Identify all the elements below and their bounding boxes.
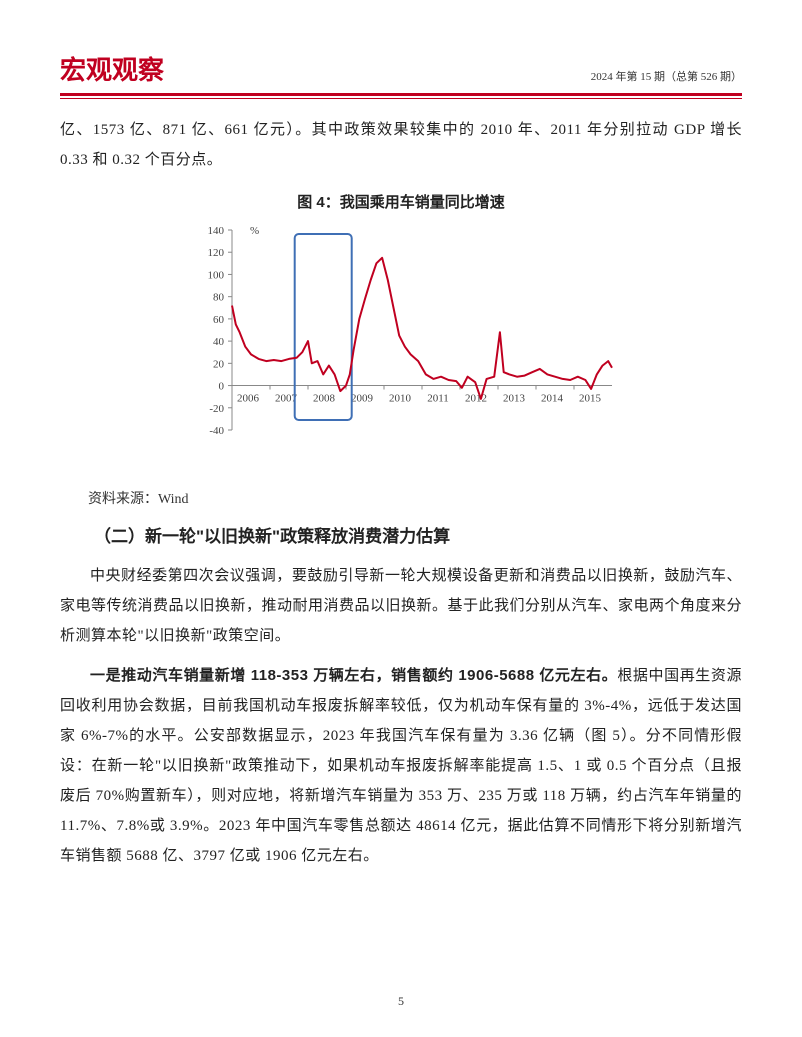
section-heading: （二）新一轮"以旧换新"政策释放消费潜力估算 bbox=[60, 522, 742, 547]
paragraph-3-bold: 一是推动汽车销量新增 118-353 万辆左右，销售额约 1906-5688 亿… bbox=[90, 667, 617, 684]
svg-text:80: 80 bbox=[213, 292, 225, 304]
svg-text:2010: 2010 bbox=[389, 393, 412, 405]
doc-header: 宏观观察 2024 年第 15 期（总第 526 期） bbox=[60, 50, 742, 99]
paragraph-2: 中央财经委第四次会议强调，要鼓励引导新一轮大规模设备更新和消费品以旧换新，鼓励汽… bbox=[60, 561, 742, 651]
svg-text:-20: -20 bbox=[209, 403, 224, 415]
svg-text:40: 40 bbox=[213, 336, 225, 348]
header-issue: 2024 年第 15 期（总第 526 期） bbox=[591, 68, 742, 84]
svg-text:60: 60 bbox=[213, 314, 225, 326]
svg-text:-40: -40 bbox=[209, 425, 224, 437]
svg-text:2015: 2015 bbox=[579, 393, 602, 405]
svg-text:2014: 2014 bbox=[541, 393, 564, 405]
svg-text:2009: 2009 bbox=[351, 393, 374, 405]
svg-text:140: 140 bbox=[208, 225, 225, 237]
svg-text:2012: 2012 bbox=[465, 393, 487, 405]
header-rule-thick bbox=[60, 93, 742, 96]
svg-text:100: 100 bbox=[208, 269, 225, 281]
svg-text:0: 0 bbox=[219, 381, 225, 393]
svg-text:20: 20 bbox=[213, 358, 225, 370]
paragraph-3-rest: 根据中国再生资源回收利用协会数据，目前我国机动车报废拆解率较低，仅为机动车保有量… bbox=[60, 668, 742, 864]
svg-text:%: % bbox=[250, 225, 259, 237]
chart-container: -40-20020406080100120140%200620072008200… bbox=[60, 220, 742, 480]
svg-text:2013: 2013 bbox=[503, 393, 526, 405]
intro-paragraph: 亿、1573 亿、871 亿、661 亿元）。其中政策效果较集中的 2010 年… bbox=[60, 115, 742, 175]
svg-text:120: 120 bbox=[208, 247, 225, 259]
svg-text:2008: 2008 bbox=[313, 393, 336, 405]
chart-title: 图 4：我国乘用车销量同比增速 bbox=[60, 191, 742, 212]
page-number: 5 bbox=[0, 994, 802, 1009]
svg-text:2006: 2006 bbox=[237, 393, 260, 405]
paragraph-3: 一是推动汽车销量新增 118-353 万辆左右，销售额约 1906-5688 亿… bbox=[60, 661, 742, 871]
header-rule-thin bbox=[60, 98, 742, 99]
svg-text:2011: 2011 bbox=[427, 393, 449, 405]
line-chart: -40-20020406080100120140%200620072008200… bbox=[186, 220, 616, 480]
chart-source: 资料来源：Wind bbox=[60, 488, 742, 508]
